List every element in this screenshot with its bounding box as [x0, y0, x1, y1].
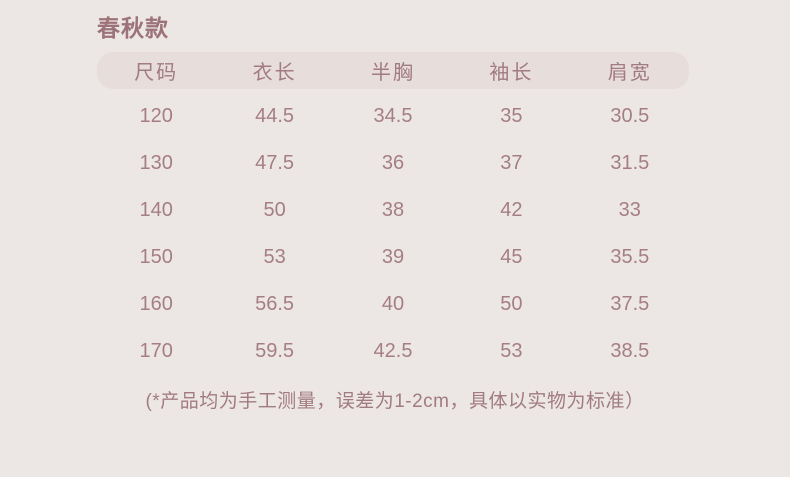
- column-header: 袖长: [489, 62, 534, 84]
- table-row: 150 53 39 45 35.5: [97, 234, 689, 281]
- size-cell: 160: [139, 293, 173, 315]
- measurement-cell: 33: [618, 199, 641, 221]
- size-cell: 150: [139, 246, 173, 268]
- column-header: 半胸: [370, 62, 415, 84]
- measurement-cell: 38: [381, 199, 405, 221]
- measurement-cell: 47.5: [255, 152, 295, 174]
- table-row: 140 50 38 42 33: [97, 187, 689, 234]
- size-chart-table: 尺码 衣长 半胸 袖长 肩宽 120 44.5 34.5 35 30.5 130 47.5 36 37 3…: [97, 52, 689, 375]
- measurement-cell: 31.5: [610, 152, 650, 174]
- measurement-cell: 30.5: [610, 105, 650, 127]
- measurement-cell: 42.5: [373, 340, 413, 362]
- size-cell: 120: [139, 105, 173, 127]
- measurement-cell: 35: [500, 105, 523, 127]
- column-header: 衣长: [252, 62, 297, 84]
- measurement-disclaimer: (*产品均为手工测量，误差为1-2cm，具体以实物为标准）: [145, 391, 645, 412]
- table-body: 120 44.5 34.5 35 30.5 130 47.5 36 37 31.5 140 50 38 4…: [97, 93, 689, 375]
- measurement-cell: 53: [500, 340, 523, 362]
- table-row: 170 59.5 42.5 53 38.5: [97, 328, 689, 375]
- measurement-cell: 50: [500, 293, 523, 315]
- measurement-cell: 39: [381, 246, 405, 268]
- measurement-cell: 59.5: [255, 340, 295, 362]
- section-divider: [0, 477, 790, 482]
- measurement-cell: 34.5: [373, 105, 413, 127]
- measurement-cell: 50: [263, 199, 286, 221]
- size-cell: 130: [139, 152, 173, 174]
- measurement-cell: 42: [500, 199, 523, 221]
- size-cell: 140: [139, 199, 173, 221]
- measurement-cell: 44.5: [255, 105, 295, 127]
- column-header: 尺码: [134, 62, 179, 84]
- table-header-row: 尺码 衣长 半胸 袖长 肩宽: [97, 52, 689, 89]
- measurement-cell: 53: [263, 246, 286, 268]
- measurement-cell: 38.5: [610, 340, 650, 362]
- measurement-cell: 40: [381, 293, 405, 315]
- page-title: 春秋款: [97, 15, 169, 41]
- size-cell: 170: [139, 340, 173, 362]
- table-row: 160 56.5 40 50 37.5: [97, 281, 689, 328]
- measurement-cell: 56.5: [255, 293, 295, 315]
- measurement-cell: 37.5: [610, 293, 650, 315]
- measurement-cell: 37: [500, 152, 523, 174]
- measurement-cell: 45: [500, 246, 523, 268]
- table-row: 120 44.5 34.5 35 30.5: [97, 93, 689, 140]
- measurement-cell: 36: [381, 152, 405, 174]
- measurement-cell: 35.5: [610, 246, 650, 268]
- column-header: 肩宽: [607, 62, 652, 84]
- table-row: 130 47.5 36 37 31.5: [97, 140, 689, 187]
